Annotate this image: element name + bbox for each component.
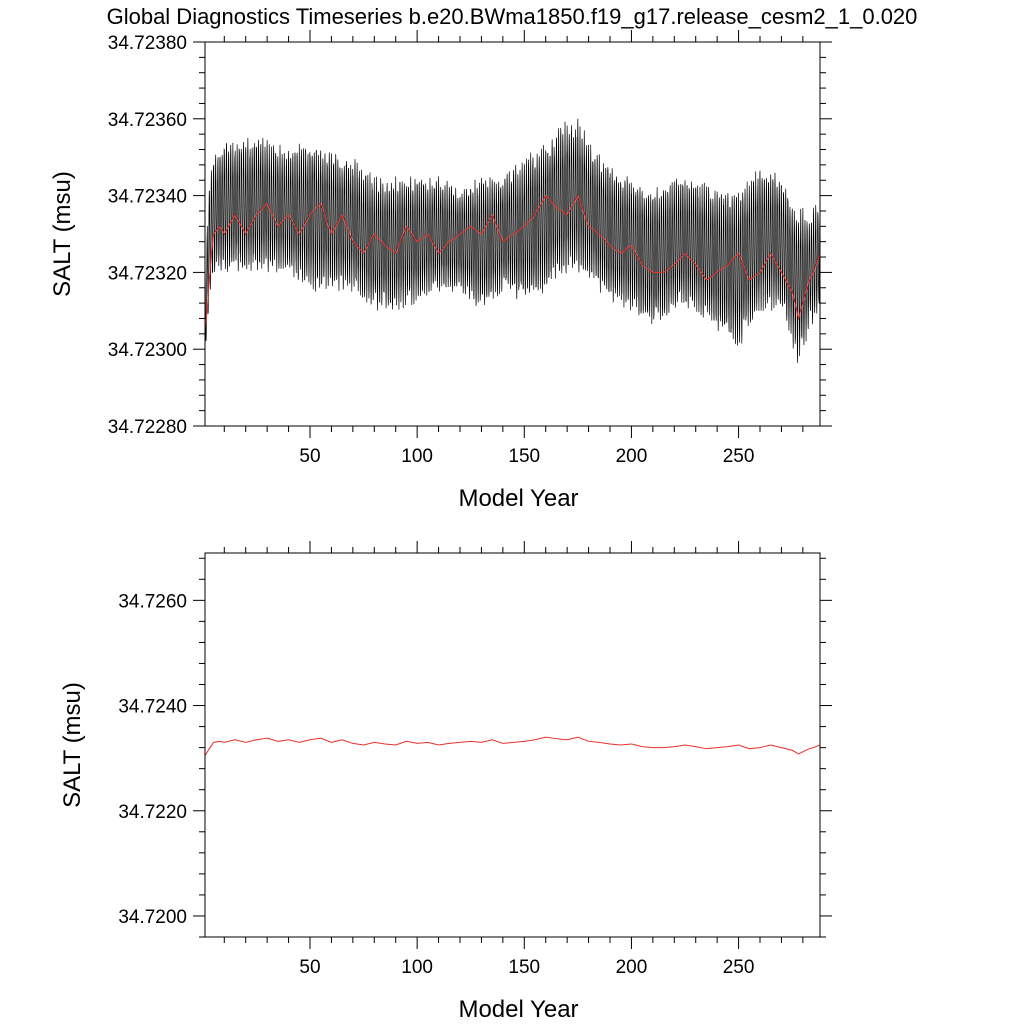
y-tick-label: 34.7200 bbox=[118, 907, 187, 928]
y-axis-title: SALT (msu) bbox=[59, 682, 86, 808]
annual-mean-line-0 bbox=[205, 194, 820, 331]
y-tick-label: 34.7260 bbox=[118, 591, 187, 612]
y-tick-label: 34.72340 bbox=[108, 187, 187, 208]
y-axis-title: SALT (msu) bbox=[49, 171, 76, 297]
annual-mean-line-1 bbox=[205, 736, 820, 756]
x-tick-label: 50 bbox=[299, 446, 320, 467]
x-axis-title: Model Year bbox=[458, 996, 578, 1023]
figure-title: Global Diagnostics Timeseries b.e20.BWma… bbox=[107, 4, 918, 29]
x-tick-label: 200 bbox=[616, 957, 648, 978]
plot-frame-0 bbox=[204, 41, 821, 427]
x-tick-label: 50 bbox=[299, 957, 320, 978]
x-tick-label: 150 bbox=[508, 446, 540, 467]
y-tick-label: 34.72280 bbox=[108, 417, 187, 438]
x-tick-label: 150 bbox=[508, 957, 540, 978]
monthly-series-line-0 bbox=[205, 118, 820, 363]
top-panel: 50 100 150 200 250 34.72280 34.72300 34.72320 34… bbox=[49, 30, 832, 512]
y-tick-label: 34.72300 bbox=[108, 340, 187, 361]
x-tick-label: 100 bbox=[401, 446, 433, 467]
x-tick-label: 100 bbox=[401, 957, 433, 978]
y-tick-label: 34.7220 bbox=[118, 802, 187, 823]
y-tick-label: 34.7240 bbox=[118, 697, 187, 718]
y-tick-label: 34.72380 bbox=[108, 33, 187, 54]
x-tick-label: 250 bbox=[723, 446, 755, 467]
bottom-panel: 50 100 150 200 250 34.7200 34.7220 34.7240 34.72… bbox=[59, 541, 832, 1023]
y-tick-label: 34.72320 bbox=[108, 263, 187, 284]
x-tick-label: 250 bbox=[723, 957, 755, 978]
x-tick-label: 200 bbox=[616, 446, 648, 467]
x-axis-title: Model Year bbox=[458, 485, 578, 512]
y-tick-label: 34.72360 bbox=[108, 110, 187, 131]
plot-frame-1 bbox=[204, 552, 821, 938]
